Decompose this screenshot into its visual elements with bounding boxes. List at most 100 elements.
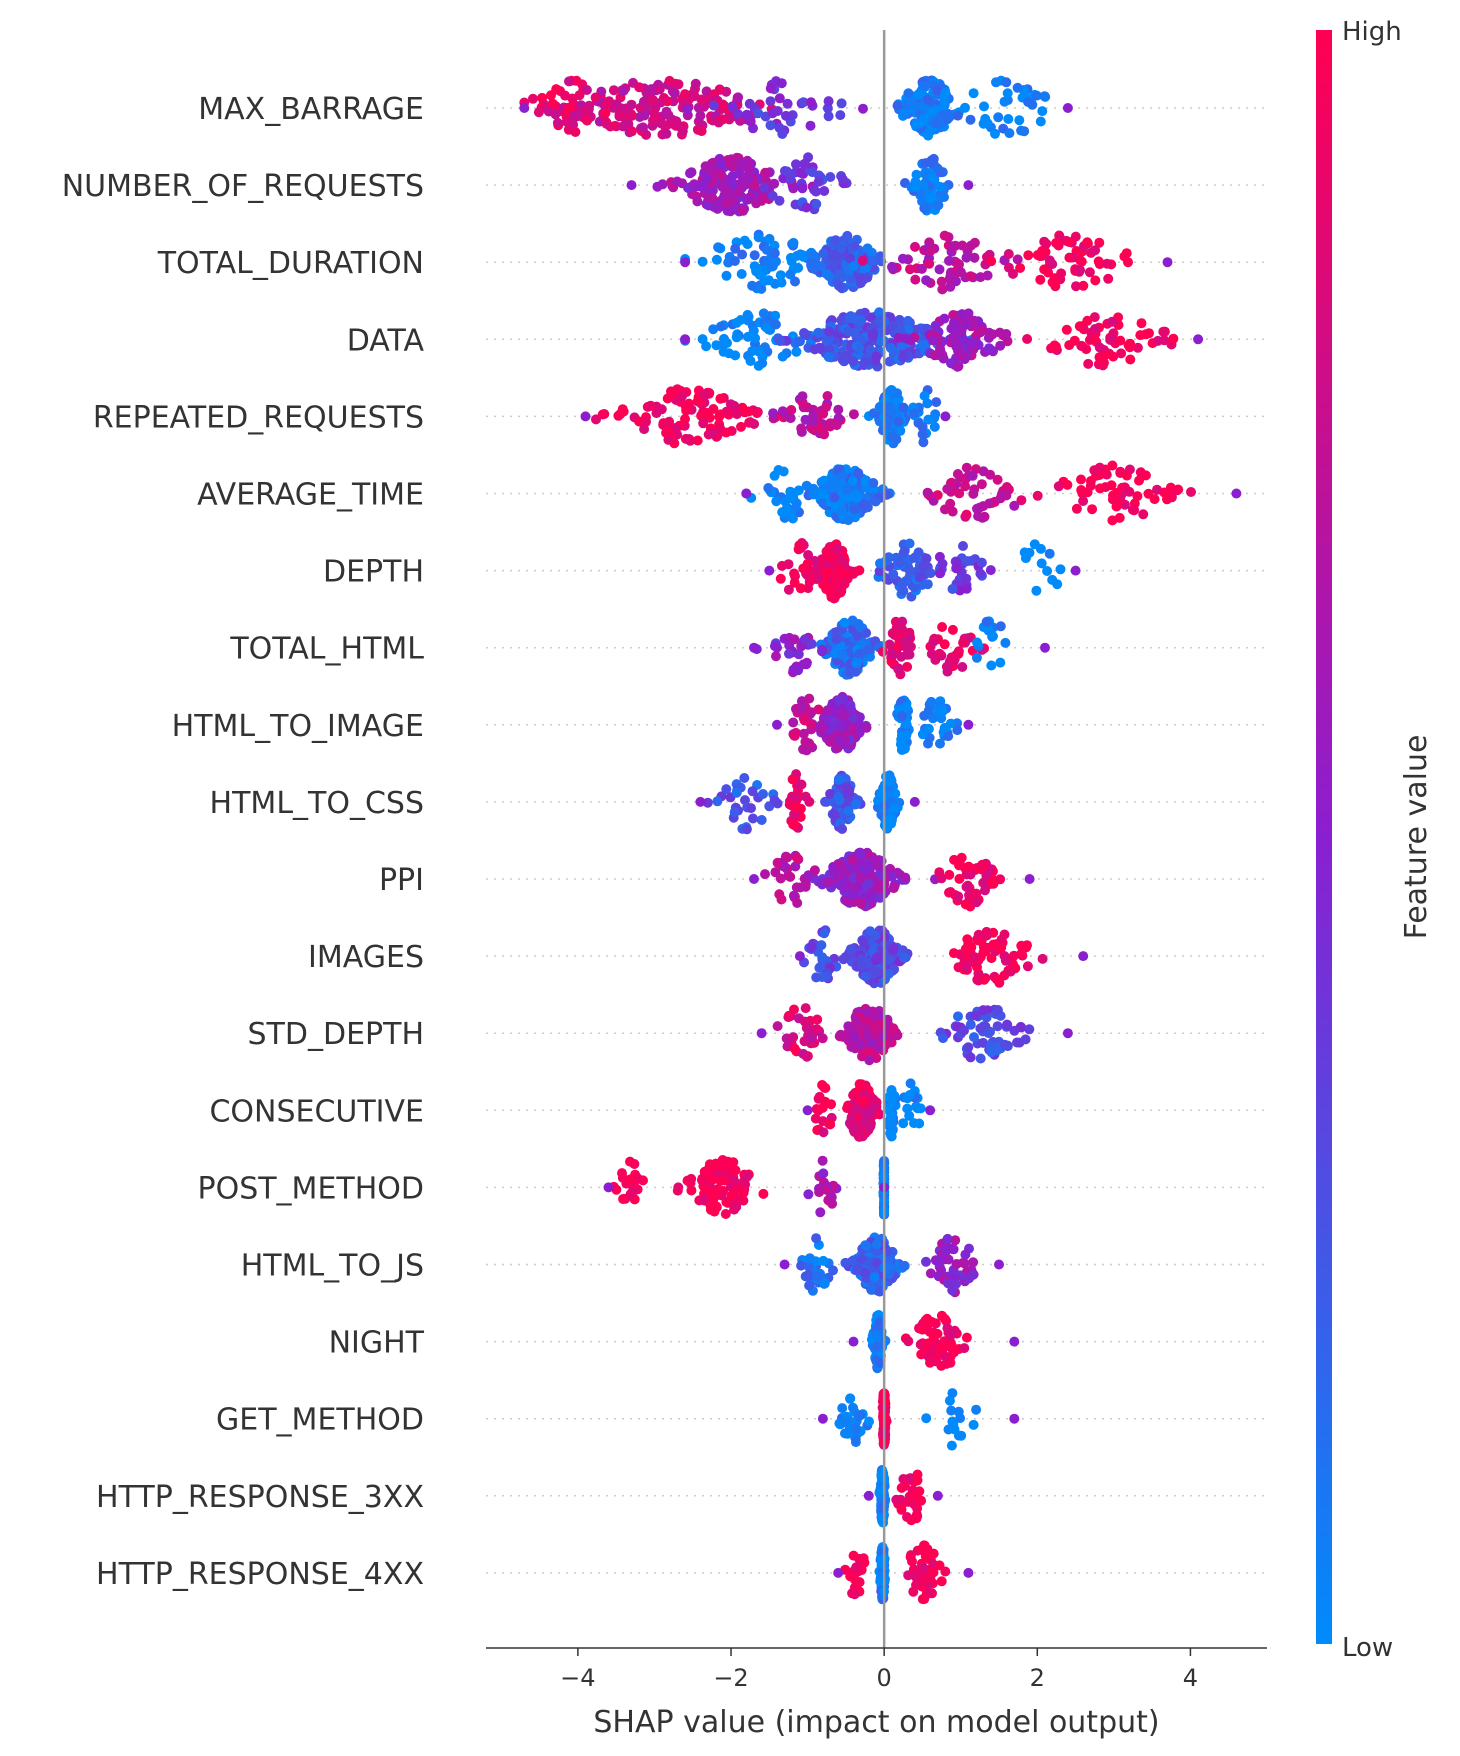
- shap-point: [641, 416, 651, 427]
- shap-point: [658, 93, 669, 103]
- shap-point: [813, 704, 824, 715]
- shap-point: [925, 193, 936, 204]
- shap-point: [701, 174, 712, 185]
- shap-point: [615, 110, 626, 121]
- shap-point: [988, 631, 998, 642]
- shap-point: [968, 488, 979, 499]
- shap-point: [966, 240, 976, 251]
- shap-point: [581, 85, 592, 95]
- shap-point: [857, 1124, 868, 1135]
- shap-point: [1102, 258, 1112, 269]
- shap-point: [701, 407, 712, 418]
- shap-point: [957, 662, 968, 672]
- shap-point: [887, 320, 898, 331]
- shap-point: [871, 1341, 882, 1352]
- shap-point: [743, 163, 754, 174]
- shap-point: [944, 887, 954, 898]
- shap-point: [712, 796, 723, 807]
- shap-point: [835, 1029, 846, 1040]
- shap-point: [736, 269, 747, 279]
- shap-point: [948, 1244, 959, 1255]
- shap-point: [610, 120, 620, 131]
- shap-point: [864, 1108, 875, 1119]
- shap-point: [1022, 334, 1033, 344]
- shap-point: [1044, 548, 1055, 559]
- shap-point: [571, 75, 582, 86]
- shap-point: [807, 167, 818, 178]
- shap-point: [868, 478, 879, 488]
- shap-point: [742, 1171, 753, 1182]
- shap-point: [695, 796, 706, 807]
- shap-point: [860, 1240, 871, 1251]
- shap-point: [971, 897, 982, 908]
- shap-point: [858, 1096, 869, 1106]
- shap-point: [751, 266, 762, 277]
- shap-point: [782, 852, 793, 863]
- shap-point: [930, 320, 941, 331]
- shap-point: [961, 962, 972, 973]
- shap-point: [975, 568, 986, 579]
- shap-point: [910, 182, 921, 192]
- shap-point: [837, 470, 848, 481]
- shap-point: [1076, 256, 1087, 267]
- shap-point: [1051, 238, 1061, 248]
- shap-point: [806, 942, 817, 953]
- shap-point: [654, 84, 665, 95]
- shap-point: [765, 96, 776, 107]
- shap-point: [580, 411, 591, 422]
- shap-point: [804, 1253, 815, 1264]
- shap-point: [753, 108, 764, 119]
- shap-point: [856, 898, 867, 909]
- shap-point: [1016, 495, 1027, 506]
- shap-point: [887, 649, 898, 660]
- shap-point: [1035, 543, 1046, 554]
- shap-point: [947, 241, 958, 252]
- shap-point: [925, 245, 936, 256]
- shap-point: [821, 971, 832, 982]
- shap-point: [781, 166, 792, 177]
- shap-point: [758, 1188, 769, 1199]
- shap-point: [925, 1105, 936, 1116]
- shap-point: [979, 101, 989, 112]
- shap-point: [716, 170, 727, 181]
- shap-point: [723, 1156, 734, 1167]
- shap-point: [843, 806, 854, 816]
- shap-point: [712, 203, 723, 214]
- shap-point: [563, 102, 573, 113]
- shap-point: [626, 110, 637, 121]
- shap-point: [617, 1168, 627, 1179]
- shap-point: [986, 256, 997, 267]
- shap-point: [795, 336, 805, 347]
- shap-point: [865, 926, 876, 937]
- shap-point: [843, 515, 854, 526]
- shap-point: [685, 168, 695, 179]
- shap-point: [1036, 558, 1047, 569]
- shap-point: [793, 485, 804, 496]
- shap-point: [590, 92, 601, 103]
- shap-point: [992, 1021, 1003, 1032]
- shap-point: [824, 326, 835, 337]
- shap-point: [1132, 491, 1143, 502]
- shap-point: [937, 284, 948, 295]
- shap-point: [731, 787, 742, 798]
- shap-point: [937, 558, 948, 569]
- shap-point: [1105, 334, 1116, 345]
- shap-point: [656, 404, 667, 415]
- shap-point: [1071, 503, 1082, 514]
- shap-point: [987, 329, 998, 340]
- shap-point: [772, 106, 783, 116]
- shap-point: [664, 75, 675, 86]
- shap-point: [784, 1010, 794, 1021]
- shap-point: [931, 397, 942, 408]
- shap-point: [951, 341, 962, 352]
- shap-point: [916, 263, 927, 274]
- shap-point: [1115, 466, 1126, 477]
- shap-point: [739, 773, 750, 783]
- shap-point: [661, 128, 672, 139]
- shap-point: [564, 76, 574, 87]
- shap-point: [1062, 103, 1073, 113]
- shap-point: [697, 256, 708, 267]
- shap-point: [680, 89, 690, 100]
- shap-point: [777, 406, 788, 417]
- shap-point: [1002, 88, 1013, 99]
